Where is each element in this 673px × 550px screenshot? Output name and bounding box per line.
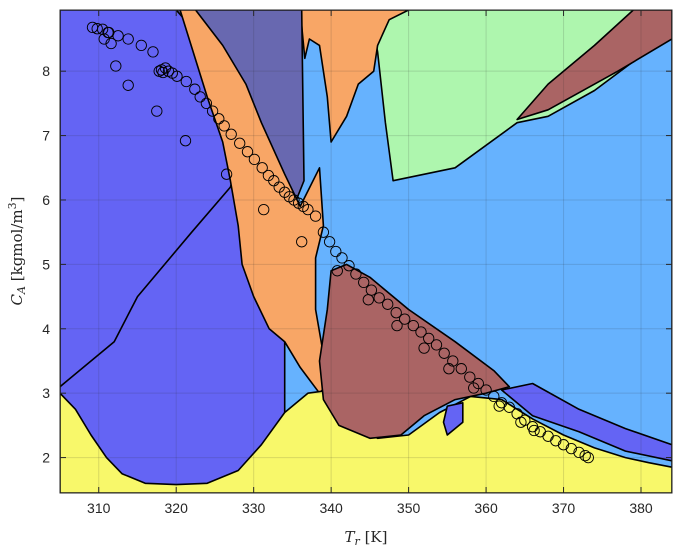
data-point	[151, 105, 163, 117]
data-point	[480, 384, 492, 396]
data-point	[135, 39, 147, 52]
data-point	[493, 400, 505, 412]
data-point	[309, 210, 322, 222]
y-tick-label: 4	[42, 321, 50, 337]
data-point	[302, 203, 314, 216]
data-point	[213, 113, 225, 125]
data-point	[110, 60, 122, 72]
y-tick-label: 8	[42, 63, 50, 79]
x-tick-label: 310	[87, 500, 111, 516]
data-point	[336, 252, 348, 264]
data-point	[330, 245, 342, 258]
data-point	[447, 355, 459, 367]
data-point	[122, 33, 134, 45]
data-point	[557, 439, 570, 451]
data-point	[194, 91, 206, 103]
y-axis-label-group: CA [kgmol/m3]	[6, 197, 28, 306]
data-point	[391, 319, 403, 332]
data-point	[472, 377, 484, 390]
data-point	[407, 319, 419, 332]
data-point	[443, 363, 455, 375]
data-point	[206, 105, 219, 117]
data-point	[362, 294, 374, 306]
region-maroon_mid	[318, 263, 511, 440]
data-point	[189, 83, 201, 95]
data-point	[423, 332, 435, 345]
axis-ticks: 310 320 330 340 350 360 370 380 2 3 4 5 6 7 8	[42, 10, 672, 516]
data-point	[220, 168, 233, 180]
data-point	[430, 339, 443, 351]
data-point	[550, 435, 562, 447]
data-point	[515, 416, 527, 428]
y-tick-label: 5	[42, 256, 50, 272]
data-point	[112, 30, 124, 42]
data-point	[565, 442, 577, 455]
data-point	[179, 135, 192, 147]
data-point	[102, 26, 114, 39]
region-maroon_top	[516, 10, 672, 121]
region-orange_top	[299, 10, 410, 143]
operating-regions	[60, 10, 672, 493]
data-point	[331, 265, 343, 277]
data-point	[464, 371, 476, 383]
y-tick-label: 7	[42, 128, 50, 144]
x-axis-label: Tr [K]	[345, 528, 388, 548]
data-point	[296, 236, 308, 248]
trajectory-markers	[86, 21, 594, 464]
x-tick-label: 330	[242, 500, 266, 516]
data-point	[218, 120, 230, 132]
data-point	[317, 226, 330, 238]
y-tick-label: 3	[42, 385, 50, 401]
x-tick-label: 370	[552, 500, 576, 516]
data-point	[234, 137, 246, 149]
y-axis-label: CA [kgmol/m3]	[6, 197, 28, 306]
data-point	[358, 276, 370, 289]
x-tick-label: 380	[629, 500, 653, 516]
data-point	[488, 390, 500, 403]
data-point	[256, 162, 268, 174]
grid-lines	[60, 10, 672, 493]
data-point	[579, 449, 591, 462]
data-point	[573, 446, 585, 459]
data-point	[258, 203, 270, 216]
data-point	[390, 307, 402, 319]
data-point	[248, 153, 261, 166]
data-point	[180, 75, 192, 88]
data-point	[373, 292, 385, 304]
data-point	[147, 46, 159, 58]
x-tick-label: 320	[165, 500, 189, 516]
data-point	[468, 382, 480, 394]
data-point	[528, 424, 540, 437]
data-point	[105, 37, 117, 50]
data-point	[415, 326, 427, 338]
data-point	[241, 146, 254, 158]
y-tick-label: 6	[42, 192, 50, 208]
data-point	[418, 342, 430, 354]
data-point	[582, 451, 594, 464]
data-point	[438, 347, 450, 359]
x-tick-label: 360	[474, 500, 498, 516]
x-tick-label: 340	[319, 500, 343, 516]
data-point	[225, 128, 237, 140]
plot-frame	[59, 9, 673, 494]
data-point	[91, 23, 103, 35]
data-point	[200, 97, 213, 110]
y-tick-label: 2	[42, 450, 50, 466]
data-point	[122, 79, 134, 91]
data-point	[279, 186, 291, 198]
region-blue_strip	[500, 382, 672, 462]
region-blue_notch	[442, 401, 464, 436]
x-tick-label: 350	[397, 500, 421, 516]
data-point	[382, 298, 394, 310]
data-point	[350, 268, 362, 280]
data-point	[171, 70, 183, 82]
data-point	[399, 313, 411, 325]
data-point	[323, 236, 336, 248]
data-point	[343, 260, 355, 272]
data-point	[455, 363, 467, 375]
